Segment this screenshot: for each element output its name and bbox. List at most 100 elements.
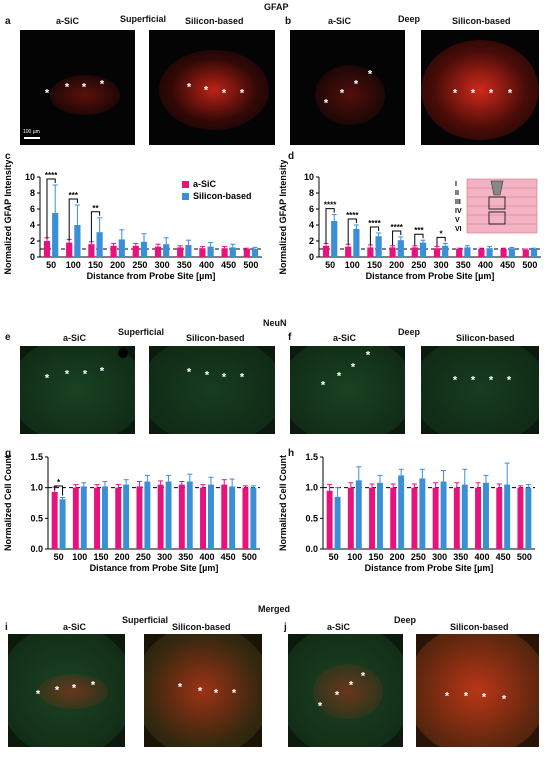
significance-bracket xyxy=(392,230,402,246)
section-title-merged: Merged xyxy=(258,604,291,614)
bar-silicon xyxy=(355,480,362,549)
y-tick-label: 10 xyxy=(304,172,314,182)
y-tick-label: 0.5 xyxy=(305,513,318,523)
y-tick-label: 6 xyxy=(30,204,35,214)
micrograph-merged-silicon-deep: * * * * xyxy=(416,634,539,747)
significance-label: *** xyxy=(69,191,79,200)
bar-asic xyxy=(389,247,396,257)
x-tick-label: 350 xyxy=(456,260,471,270)
bar-asic xyxy=(178,484,185,549)
group-label-superficial: Superficial xyxy=(120,14,167,24)
probe-site-marker: * xyxy=(213,687,219,700)
probe-site-marker: * xyxy=(239,87,245,100)
x-tick-label: 250 xyxy=(411,552,426,562)
bar-silicon xyxy=(486,248,493,257)
section-title-gfap: GFAP xyxy=(264,2,289,12)
x-tick-label: 400 xyxy=(474,552,489,562)
probe-site-marker: * xyxy=(64,368,70,381)
bar-asic xyxy=(496,487,503,549)
bar-asic xyxy=(154,246,162,257)
bar-silicon xyxy=(331,221,338,257)
probe-site-marker: * xyxy=(488,87,494,100)
x-tick-label: 150 xyxy=(367,260,382,270)
bar-silicon xyxy=(74,225,81,257)
y-tick-label: 1.5 xyxy=(30,452,43,462)
probe-site-marker: * xyxy=(197,685,203,698)
column-label-asic: a-SiC xyxy=(328,16,352,26)
probe-site-marker: * xyxy=(367,68,373,81)
x-axis-label: Distance from Probe Site [µm] xyxy=(366,271,495,281)
probe-site-marker: * xyxy=(44,87,50,100)
probe-site-marker: * xyxy=(203,84,209,97)
bar-silicon xyxy=(144,481,151,549)
bar-silicon xyxy=(461,484,468,549)
x-tick-label: 50 xyxy=(329,552,339,562)
bar-asic xyxy=(51,491,58,549)
bar-silicon xyxy=(59,499,66,549)
panel-label-i: i xyxy=(5,622,8,633)
micrograph-merged-asic-deep: * * * * xyxy=(288,634,403,747)
x-tick-label: 350 xyxy=(453,552,468,562)
column-label-asic: a-SiC xyxy=(63,333,87,343)
y-tick-label: 8 xyxy=(30,188,35,198)
chart-h: 0.0 0.5 1.0 1.5 50 100 150 200 250 300 350 400 450 50… xyxy=(278,452,535,573)
inset-layer-label: III xyxy=(455,199,461,206)
bar-silicon xyxy=(375,236,382,257)
column-label-silicon: Silicon-based xyxy=(452,16,511,26)
column-label-silicon: Silicon-based xyxy=(172,622,231,632)
x-tick-label: 300 xyxy=(155,260,170,270)
inset-probe xyxy=(490,180,504,196)
probe-site-marker: * xyxy=(320,379,326,392)
x-tick-label: 400 xyxy=(199,552,214,562)
x-tick-label: 400 xyxy=(199,260,214,270)
bar-asic xyxy=(453,487,460,549)
bar-asic xyxy=(66,242,73,257)
probe-site-marker: * xyxy=(348,679,354,692)
y-tick-label: 0 xyxy=(30,252,35,262)
bar-silicon xyxy=(80,486,87,549)
x-axis-label: Distance from Probe Site [µm] xyxy=(365,563,494,573)
x-tick-label: 500 xyxy=(242,552,257,562)
bar-asic xyxy=(110,245,117,257)
column-label-silicon: Silicon-based xyxy=(450,622,509,632)
probe-site-marker: * xyxy=(444,690,450,703)
significance-label: * xyxy=(57,478,61,487)
probe-site-marker: * xyxy=(360,670,366,683)
x-tick-label: 100 xyxy=(347,552,362,562)
x-tick-label: 450 xyxy=(221,260,236,270)
significance-label: **** xyxy=(390,223,403,232)
probe-site-marker: * xyxy=(99,78,105,91)
bar-asic xyxy=(522,249,529,257)
bar-silicon xyxy=(186,481,193,549)
y-axis-label: Normalized Cell Count xyxy=(3,455,13,551)
bar-silicon xyxy=(229,247,236,257)
section-title-neun: NeuN xyxy=(263,318,287,328)
probe-site-marker: * xyxy=(99,365,105,378)
micrograph-neun-asic-superficial: * * * * xyxy=(20,346,135,434)
y-tick-label: 1.5 xyxy=(305,452,318,462)
bar-asic xyxy=(221,484,228,549)
bar-asic xyxy=(88,244,95,257)
bar-asic xyxy=(242,487,249,549)
probe-site-marker: * xyxy=(35,688,41,701)
bar-asic xyxy=(132,245,139,257)
y-tick-label: 4 xyxy=(309,220,314,230)
x-axis-label: Distance from Probe Site [µm] xyxy=(90,563,219,573)
legend-swatch xyxy=(182,193,189,200)
significance-bracket xyxy=(46,178,56,239)
panel-label-c: c xyxy=(5,151,11,162)
bar-silicon xyxy=(419,242,427,257)
column-label-asic: a-SiC xyxy=(56,16,80,26)
x-tick-label: 500 xyxy=(243,260,258,270)
probe-site-marker: * xyxy=(506,374,512,387)
inset-layer-label: V xyxy=(455,217,460,224)
inset-layer-label: II xyxy=(455,190,459,197)
bar-silicon xyxy=(102,486,108,549)
panel-label-e: e xyxy=(5,332,11,343)
probe-site-marker: * xyxy=(336,370,342,383)
probe-site-marker: * xyxy=(323,97,329,110)
bar-asic xyxy=(456,249,463,257)
x-tick-label: 300 xyxy=(434,260,449,270)
